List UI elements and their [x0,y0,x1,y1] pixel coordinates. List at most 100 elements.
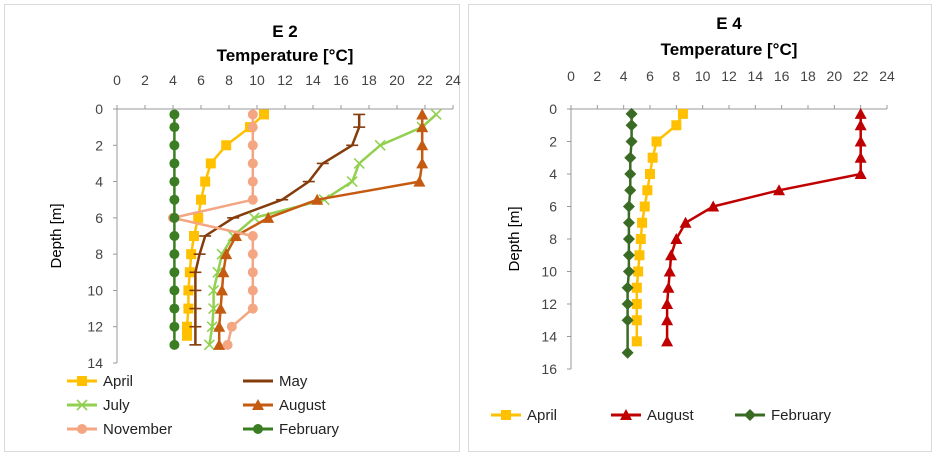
data-point-november [247,249,258,260]
data-point-april [637,217,648,228]
x-tick-label: 4 [169,72,177,88]
x-tick-label: 12 [721,68,737,84]
legend-item-april: April [67,373,133,390]
data-point-july [430,108,442,121]
data-point-february [169,321,180,332]
y-tick-label: 4 [549,166,557,182]
data-point-august [213,320,226,332]
x-axis-label: Temperature [°C] [661,40,798,59]
data-point-november [247,140,258,151]
legend-item-april: April [491,407,557,424]
x-tick-label: 22 [853,68,869,84]
y-tick-label: 14 [87,355,103,371]
legend-label: May [279,373,308,390]
data-point-february [169,140,180,151]
y-axis-label: Depth [m] [506,206,523,271]
legend-item-august: August [611,407,695,424]
data-point-august [662,281,675,293]
x-tick-label: 16 [333,72,349,88]
data-point-april [182,330,192,341]
legend-label: August [279,397,327,414]
legend-label: July [103,397,130,414]
data-point-august [661,335,674,347]
data-point-february [621,314,634,327]
data-point-november [247,109,258,120]
data-point-april [633,266,644,277]
legend-swatch-marker [76,399,88,411]
series-line-august [665,113,862,342]
chart-panel-e2: E 2 Temperature [°C] Depth [m] 0 2 4 6 8 10 12 14 1… [4,4,461,452]
x-tick-label: 18 [361,72,377,88]
data-point-april [182,321,192,332]
data-point-april [671,120,682,131]
series-april [631,108,688,347]
data-point-february [169,158,180,169]
data-point-august [217,266,230,278]
x-tick-label: 24 [879,68,895,84]
data-point-august [670,233,683,244]
y-tick-label: 16 [541,361,557,377]
data-point-august [661,298,674,309]
legend-item-july: July [67,397,130,414]
data-point-november [247,194,258,205]
data-point-august [854,119,867,131]
x-tick-label: 24 [445,72,461,88]
data-point-april [677,108,688,119]
data-point-november [247,303,258,314]
x-tick-label: 2 [593,68,601,84]
y-tick-label: 8 [549,231,557,247]
legend-swatch-marker [77,424,87,434]
y-tick-label: 2 [549,134,557,150]
legend-label: November [103,421,172,438]
data-point-february [625,119,638,132]
y-tick-label: 6 [549,199,557,215]
y-tick-label: 14 [541,329,557,345]
data-point-april [651,136,662,147]
data-point-april [631,299,642,309]
legend: April August February [491,407,832,424]
data-point-february [622,216,635,229]
legend-swatch-marker [252,399,264,410]
y-tick-label: 12 [541,296,557,312]
data-point-july [353,157,365,169]
data-point-august [220,248,233,260]
x-tick-label: 6 [197,72,205,88]
data-point-july [374,139,386,151]
data-point-august [214,302,227,314]
legend-label: April [527,407,557,424]
data-point-april [193,212,204,223]
legend-item-february: February [243,421,340,438]
data-point-april [183,303,194,314]
legend-swatch-marker [253,424,263,434]
data-point-august [773,184,786,196]
data-point-november [247,285,258,296]
x-tick-label: 16 [774,68,790,84]
x-axis-label: Temperature [°C] [217,46,354,65]
x-tick-label: 20 [827,68,843,84]
x-tick-label: 0 [567,68,575,84]
data-point-february [622,265,635,278]
data-point-april [642,185,653,196]
legend-item-february: February [735,407,832,424]
y-tick-label: 10 [87,282,103,298]
x-tick-label: 12 [277,72,293,88]
data-point-november [247,176,258,187]
legend-item-november: November [67,421,172,438]
y-tick-label: 0 [549,101,557,117]
y-tick-label: 6 [95,210,103,226]
data-point-february [624,151,637,164]
data-point-february [624,184,637,197]
data-point-april [645,169,655,179]
series-line-may [194,114,361,345]
x-tick-label: 22 [417,72,433,88]
x-tick-label: 20 [389,72,405,88]
series-july [203,108,442,351]
data-point-february [625,107,638,120]
data-point-february [169,176,180,187]
data-point-february [625,135,638,148]
data-point-february [169,109,180,120]
legend-item-may: May [243,373,308,390]
data-point-february [169,303,180,314]
data-point-november [247,267,258,278]
